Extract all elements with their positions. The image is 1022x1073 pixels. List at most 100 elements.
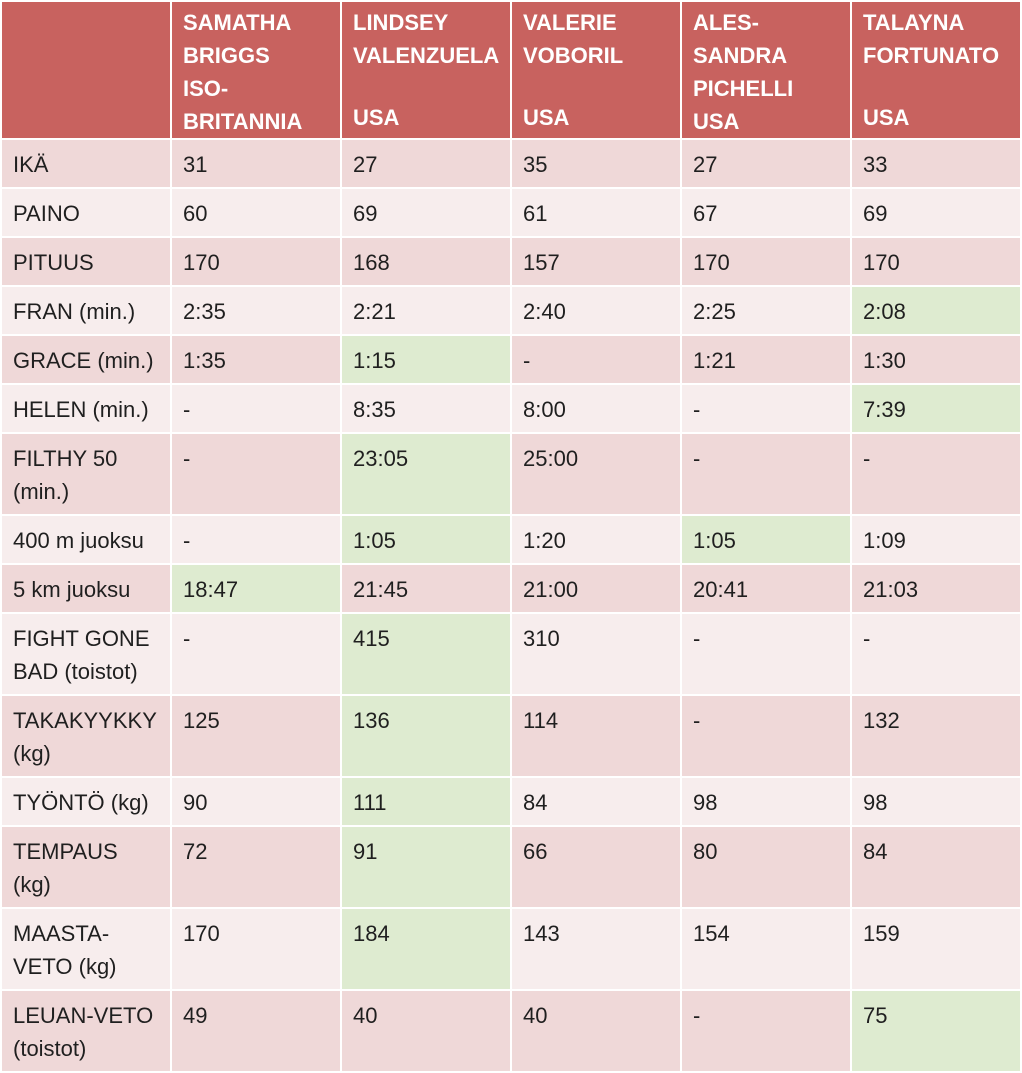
row-label: FILTHY 50 (min.) [0,432,172,516]
value-cell: 1:15 [340,334,512,385]
table-row: 5 km juoksu 18:47 21:45 21:00 20:41 21:03 [0,563,1022,614]
value-cell: 75 [850,989,1022,1073]
table-row: MAASTA-VETO (kg) 170 184 143 154 159 [0,907,1022,991]
row-label: TAKAKYYKKY (kg) [0,694,172,778]
value-cell: 21:03 [850,563,1022,614]
value-cell: - [680,383,852,434]
value-cell: 61 [510,187,682,238]
value-cell: 1:05 [680,514,852,565]
value-cell: 170 [170,907,342,991]
athlete-name: LINDSEY VALENZUELA [353,10,500,68]
value-cell: 35 [510,138,682,189]
value-cell: - [510,334,682,385]
value-cell: 18:47 [170,563,342,614]
athlete-country: USA [353,105,400,130]
value-cell: 98 [850,776,1022,827]
table-row: FIGHT GONE BAD (toistot) -415 310- - [0,612,1022,696]
value-cell: 136 [340,694,512,778]
value-cell: - [850,432,1022,516]
table-row: FILTHY 50 (min.) -23:05 25:00- - [0,432,1022,516]
value-cell: - [680,432,852,516]
athlete-name: ALES-SANDRA PICHELLI [693,10,794,101]
value-cell: 1:21 [680,334,852,385]
value-cell: 23:05 [340,432,512,516]
athlete-name: SAMATHA BRIGGS [183,10,291,68]
value-cell: 84 [510,776,682,827]
value-cell: 114 [510,694,682,778]
value-cell: 154 [680,907,852,991]
value-cell: 1:35 [170,334,342,385]
value-cell: 168 [340,236,512,287]
value-cell: 91 [340,825,512,909]
table-row: GRACE (min.) 1:35 1:15-1:21 1:30 [0,334,1022,385]
value-cell: 2:08 [850,285,1022,336]
athlete-header-cell: LINDSEY VALENZUELA USA [340,0,512,140]
row-label: IKÄ [0,138,172,189]
row-label: 5 km juoksu [0,563,172,614]
value-cell: 90 [170,776,342,827]
athlete-country: USA [523,105,570,130]
row-label: 400 m juoksu [0,514,172,565]
value-cell: - [680,989,852,1073]
value-cell: 170 [680,236,852,287]
athlete-name: TALAYNA FORTUNATO [863,10,1000,68]
row-label: GRACE (min.) [0,334,172,385]
value-cell: 415 [340,612,512,696]
value-cell: - [850,612,1022,696]
value-cell: 67 [680,187,852,238]
row-label: TYÖNTÖ (kg) [0,776,172,827]
value-cell: 1:30 [850,334,1022,385]
table-row: LEUAN-VETO (toistot) 49 40 40-75 [0,989,1022,1073]
value-cell: - [170,612,342,696]
value-cell: 7:39 [850,383,1022,434]
table-row: IKÄ 31 27 35 27 33 [0,138,1022,189]
value-cell: - [170,383,342,434]
row-label: FIGHT GONE BAD (toistot) [0,612,172,696]
value-cell: 2:25 [680,285,852,336]
value-cell: 84 [850,825,1022,909]
value-cell: 27 [340,138,512,189]
header-corner-cell [0,0,172,140]
value-cell: 184 [340,907,512,991]
value-cell: 80 [680,825,852,909]
value-cell: 66 [510,825,682,909]
value-cell: - [680,694,852,778]
value-cell: 69 [850,187,1022,238]
value-cell: 1:05 [340,514,512,565]
value-cell: 25:00 [510,432,682,516]
table-row: TEMPAUS (kg) 72 91 66 80 84 [0,825,1022,909]
value-cell: 170 [850,236,1022,287]
athlete-header-cell: SAMATHA BRIGGS ISO-BRITANNIA [170,0,342,140]
value-cell: 40 [340,989,512,1073]
row-label: HELEN (min.) [0,383,172,434]
value-cell: 60 [170,187,342,238]
header-row: SAMATHA BRIGGS ISO-BRITANNIA LINDSEY VAL… [0,0,1022,140]
value-cell: 21:45 [340,563,512,614]
value-cell: 27 [680,138,852,189]
value-cell: - [680,612,852,696]
athlete-header-cell: TALAYNA FORTUNATO USA [850,0,1022,140]
value-cell: 132 [850,694,1022,778]
row-label: FRAN (min.) [0,285,172,336]
value-cell: 8:00 [510,383,682,434]
value-cell: 69 [340,187,512,238]
athlete-country: USA [863,105,910,130]
row-label: PITUUS [0,236,172,287]
value-cell: 159 [850,907,1022,991]
table-row: 400 m juoksu -1:05 1:20 1:05 1:09 [0,514,1022,565]
value-cell: 40 [510,989,682,1073]
value-cell: 1:09 [850,514,1022,565]
value-cell: 310 [510,612,682,696]
value-cell: 1:20 [510,514,682,565]
value-cell: 170 [170,236,342,287]
athlete-header-cell: ALES-SANDRA PICHELLI USA [680,0,852,140]
value-cell: - [170,514,342,565]
value-cell: 33 [850,138,1022,189]
table-row: PITUUS 170 168 157 170 170 [0,236,1022,287]
value-cell: 21:00 [510,563,682,614]
value-cell: 111 [340,776,512,827]
value-cell: 157 [510,236,682,287]
athlete-header-cell: VALERIE VOBORIL USA [510,0,682,140]
value-cell: - [170,432,342,516]
